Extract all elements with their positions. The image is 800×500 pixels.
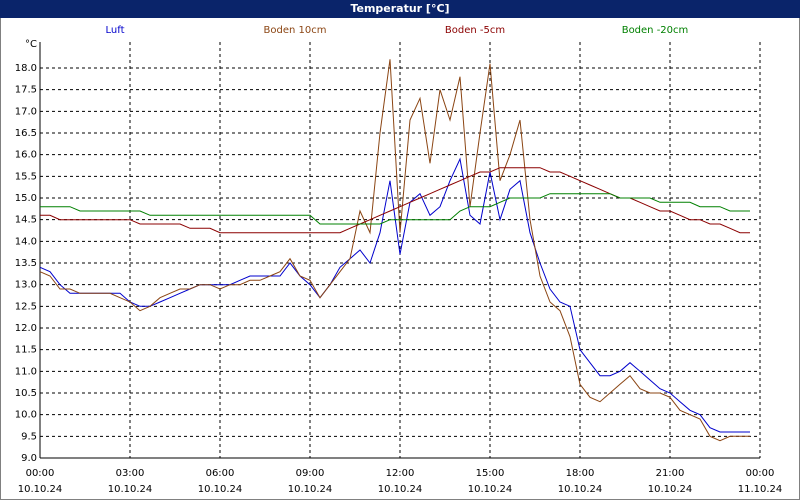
- y-tick-label: 11.0: [15, 366, 37, 377]
- y-tick-label: 13.0: [15, 280, 37, 291]
- y-tick-label: 13.5: [15, 258, 37, 269]
- y-tick-label: 14.5: [15, 215, 37, 226]
- x-tick-label: 06:00: [206, 468, 235, 479]
- y-tick-label: 11.5: [15, 345, 37, 356]
- x-tick-label: 00:00: [746, 468, 775, 479]
- x-tick-date: 10.10.24: [378, 484, 423, 495]
- y-tick-label: 9.0: [21, 453, 37, 464]
- y-tick-label: 9.5: [21, 431, 37, 442]
- y-tick-label: 17.0: [15, 106, 37, 117]
- x-tick-date: 11.10.24: [738, 484, 783, 495]
- x-tick-date: 10.10.24: [648, 484, 693, 495]
- x-tick-label: 21:00: [656, 468, 685, 479]
- y-tick-label: 16.0: [15, 150, 37, 161]
- x-tick-date: 10.10.24: [558, 484, 603, 495]
- x-tick-label: 09:00: [296, 468, 325, 479]
- y-tick-label: 15.0: [15, 193, 37, 204]
- x-tick-date: 10.10.24: [198, 484, 243, 495]
- series-line: [39, 59, 750, 442]
- series-line: [40, 167, 750, 234]
- y-unit: °C: [25, 39, 37, 50]
- x-tick-label: 00:00: [26, 468, 55, 479]
- x-tick-label: 03:00: [116, 468, 145, 479]
- chart-title: Temperatur [°C]: [350, 2, 449, 15]
- x-tick-label: 18:00: [566, 468, 595, 479]
- y-tick-label: 14.0: [15, 236, 37, 247]
- y-tick-label: 10.0: [15, 410, 37, 421]
- legend-entry: Luft: [106, 25, 125, 36]
- legend-entry: Boden 10cm: [264, 25, 327, 36]
- x-tick-date: 10.10.24: [468, 484, 513, 495]
- series-line: [39, 157, 750, 433]
- y-tick-label: 12.5: [15, 301, 37, 312]
- y-tick-label: 12.0: [15, 323, 37, 334]
- legend-entry: Boden -20cm: [622, 25, 689, 36]
- y-tick-label: 10.5: [15, 388, 37, 399]
- y-tick-label: 15.5: [15, 171, 37, 182]
- x-tick-label: 15:00: [476, 468, 505, 479]
- y-tick-label: 16.5: [15, 128, 37, 139]
- series-line: [40, 193, 750, 225]
- legend-entry: Boden -5cm: [445, 25, 505, 36]
- y-tick-label: 17.5: [15, 85, 37, 96]
- y-tick-label: 18.0: [15, 63, 37, 74]
- x-tick-date: 10.10.24: [288, 484, 333, 495]
- title-bar: [0, 0, 800, 18]
- x-tick-date: 10.10.24: [108, 484, 153, 495]
- x-tick-label: 12:00: [386, 468, 415, 479]
- x-tick-date: 10.10.24: [18, 484, 63, 495]
